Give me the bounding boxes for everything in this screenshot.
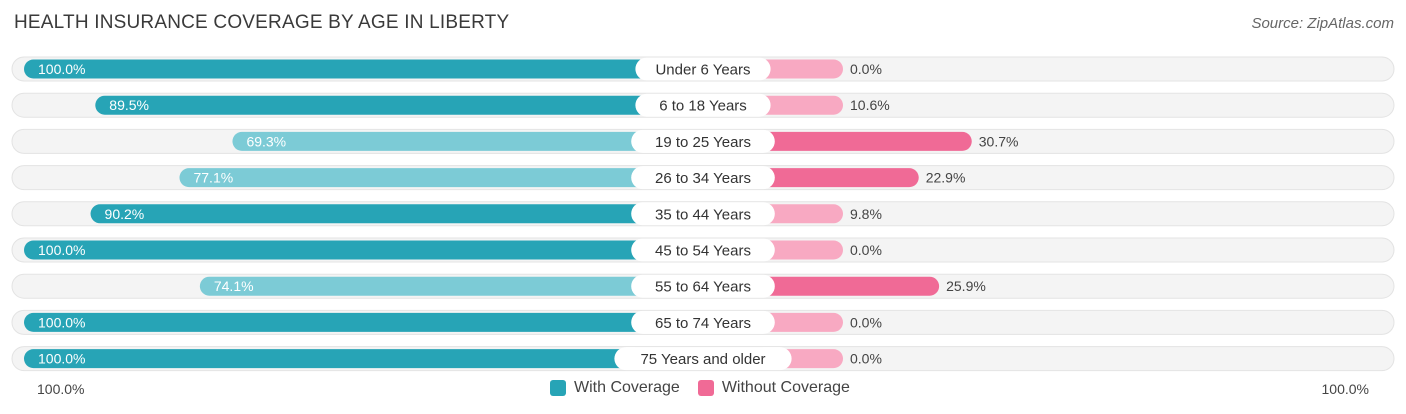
chart-title: HEALTH INSURANCE COVERAGE BY AGE IN LIBE… bbox=[14, 12, 510, 33]
category-pill bbox=[631, 166, 775, 190]
legend-label-with-coverage: With Coverage bbox=[574, 379, 680, 396]
category-pill bbox=[635, 57, 771, 81]
bar-with-coverage bbox=[95, 95, 704, 115]
legend-item-without-coverage: Without Coverage bbox=[697, 379, 850, 397]
bar-with-coverage bbox=[179, 168, 704, 188]
category-label: 65 to 74 Years bbox=[655, 315, 751, 332]
category-pill bbox=[631, 202, 775, 226]
bar-with-coverage bbox=[24, 59, 703, 79]
legend: With Coverage Without Coverage bbox=[550, 379, 868, 397]
category-label: 45 to 54 Years bbox=[655, 243, 751, 260]
bar-with-coverage bbox=[24, 349, 703, 369]
value-label-without-coverage: 10.6% bbox=[850, 97, 890, 113]
value-label-with-coverage: 100.0% bbox=[38, 351, 85, 367]
bar-with-coverage bbox=[24, 240, 703, 260]
category-label: 35 to 44 Years bbox=[655, 206, 751, 223]
bar-with-coverage bbox=[199, 276, 703, 296]
value-label-with-coverage: 100.0% bbox=[38, 61, 85, 77]
source-label: Source: ZipAtlas.com bbox=[1251, 15, 1394, 32]
value-label-without-coverage: 9.8% bbox=[850, 206, 882, 222]
value-label-without-coverage: 0.0% bbox=[850, 61, 882, 77]
axis-left-label: 100.0% bbox=[37, 381, 85, 397]
bar-with-coverage bbox=[90, 204, 704, 224]
legend-swatch-without-coverage bbox=[697, 380, 714, 396]
legend-swatch-with-coverage bbox=[550, 380, 566, 396]
category-label: Under 6 Years bbox=[655, 62, 750, 79]
value-label-with-coverage: 90.2% bbox=[105, 206, 145, 222]
value-label-with-coverage: 69.3% bbox=[246, 133, 286, 149]
axis-right-label: 100.0% bbox=[1321, 381, 1369, 397]
value-label-without-coverage: 0.0% bbox=[850, 351, 882, 367]
value-label-without-coverage: 30.7% bbox=[979, 133, 1019, 149]
category-label: 75 Years and older bbox=[640, 351, 765, 368]
legend-item-with-coverage: With Coverage bbox=[550, 379, 680, 397]
value-label-with-coverage: 100.0% bbox=[38, 314, 85, 330]
category-pill bbox=[631, 310, 775, 334]
value-label-without-coverage: 0.0% bbox=[850, 314, 882, 330]
category-label: 26 to 34 Years bbox=[655, 170, 751, 187]
bar-with-coverage bbox=[232, 131, 703, 151]
value-label-with-coverage: 89.5% bbox=[109, 97, 149, 113]
value-label-with-coverage: 74.1% bbox=[214, 278, 254, 294]
category-label: 55 to 64 Years bbox=[655, 279, 751, 296]
value-label-with-coverage: 100.0% bbox=[38, 242, 85, 258]
value-label-without-coverage: 25.9% bbox=[946, 278, 986, 294]
value-label-with-coverage: 77.1% bbox=[193, 170, 233, 186]
category-label: 19 to 25 Years bbox=[655, 134, 751, 151]
bar-with-coverage bbox=[24, 312, 703, 332]
value-label-without-coverage: 0.0% bbox=[850, 242, 882, 258]
category-pill bbox=[614, 347, 792, 371]
category-label: 6 to 18 Years bbox=[659, 98, 747, 115]
legend-label-without-coverage: Without Coverage bbox=[721, 379, 850, 396]
category-pill bbox=[631, 238, 775, 262]
category-pill bbox=[631, 129, 775, 153]
value-label-without-coverage: 22.9% bbox=[926, 170, 966, 186]
category-pill bbox=[631, 274, 775, 298]
category-pill bbox=[635, 93, 771, 117]
